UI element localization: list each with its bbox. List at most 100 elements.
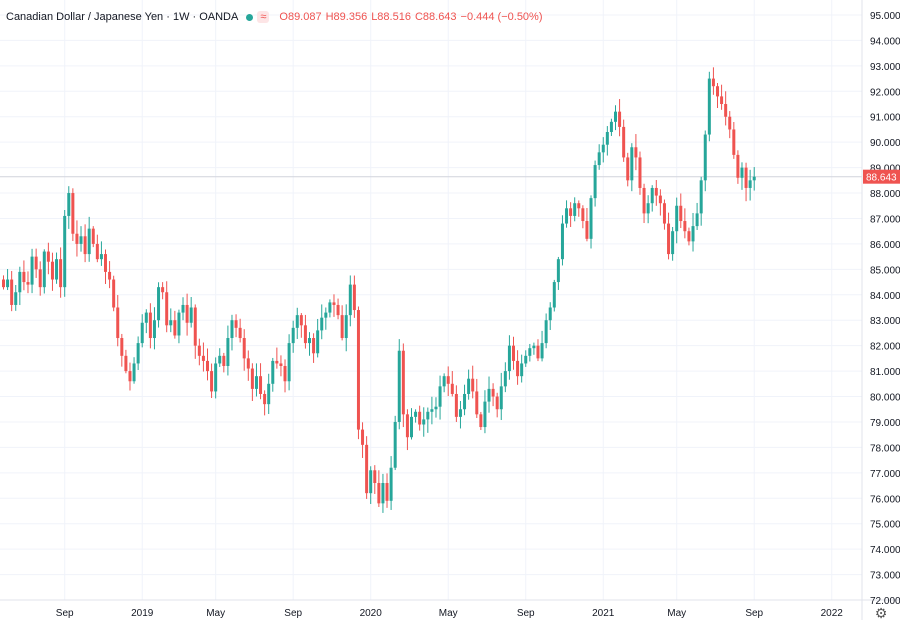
candle[interactable] [463,384,467,416]
candle[interactable] [532,342,536,355]
candle[interactable] [263,390,267,416]
candle[interactable] [401,343,405,428]
candle[interactable] [63,209,67,297]
candle[interactable] [148,303,152,349]
candle[interactable] [454,385,458,422]
candle[interactable] [491,383,495,407]
candle[interactable] [740,162,744,190]
approx-badge[interactable]: ≈ [257,11,270,23]
candle[interactable] [112,275,116,312]
candle[interactable] [450,371,454,397]
candle[interactable] [144,309,148,334]
candle[interactable] [173,310,177,339]
candle[interactable] [185,293,189,336]
candle[interactable] [675,197,679,244]
candle[interactable] [552,279,556,312]
candle[interactable] [340,305,344,341]
candle[interactable] [609,118,613,136]
candle[interactable] [238,318,242,343]
candle[interactable] [548,302,552,330]
candle[interactable] [2,275,5,290]
candle[interactable] [597,144,601,170]
candle[interactable] [601,137,605,163]
candle[interactable] [22,260,26,291]
candle[interactable] [405,409,409,451]
candle[interactable] [59,247,63,298]
candle[interactable] [622,119,626,162]
candle[interactable] [303,314,307,349]
candle[interactable] [614,105,617,131]
candle[interactable] [136,336,140,370]
candle[interactable] [618,99,622,137]
candle[interactable] [177,309,181,344]
candle[interactable] [104,249,107,284]
candles[interactable] [2,67,756,513]
candle[interactable] [99,241,103,266]
candle[interactable] [556,256,560,290]
candle[interactable] [14,284,18,311]
candle[interactable] [116,295,120,347]
candle[interactable] [524,350,528,367]
candle[interactable] [369,466,373,504]
candle[interactable] [230,314,234,351]
candle[interactable] [716,82,719,108]
candle[interactable] [381,473,385,513]
candle[interactable] [79,226,83,252]
candle[interactable] [6,269,10,291]
candle[interactable] [336,298,340,320]
candle[interactable] [201,342,205,372]
candle[interactable] [83,224,87,263]
candle[interactable] [711,67,715,95]
candle[interactable] [528,343,532,362]
candle[interactable] [479,411,483,430]
candle[interactable] [18,266,22,306]
candle[interactable] [483,390,487,434]
candle[interactable] [471,365,475,399]
candle[interactable] [34,248,38,278]
candle[interactable] [589,195,593,249]
candle[interactable] [720,84,724,110]
candle[interactable] [71,188,75,241]
candle[interactable] [662,199,666,230]
candle[interactable] [658,189,662,216]
candle[interactable] [132,357,136,384]
candle[interactable] [634,134,638,171]
candle[interactable] [520,354,524,383]
gear-icon[interactable]: ⚙ [874,605,888,621]
candle[interactable] [30,248,34,294]
candle[interactable] [226,325,230,376]
candle[interactable] [581,205,585,229]
candle[interactable] [283,359,287,393]
candle[interactable] [299,313,303,338]
candle[interactable] [438,375,442,420]
candle[interactable] [732,121,736,159]
candle[interactable] [206,348,209,381]
candle[interactable] [646,195,650,224]
candle[interactable] [446,366,450,397]
candle[interactable] [569,202,573,227]
candle[interactable] [536,339,540,362]
candle[interactable] [422,407,426,437]
price-axis[interactable]: 72.000 73.000 74.000 75.000 76.000 77.000 78.0… [870,11,900,607]
candle[interactable] [210,363,214,399]
candle[interactable] [642,183,646,224]
candle[interactable] [348,275,352,327]
candle[interactable] [475,378,479,419]
candle[interactable] [250,363,254,402]
candle[interactable] [385,473,389,508]
candle[interactable] [275,347,279,369]
candle[interactable] [458,401,462,429]
candle[interactable] [728,111,732,139]
candle[interactable] [189,297,193,328]
candle[interactable] [365,436,369,499]
candle[interactable] [410,408,413,440]
candle[interactable] [271,357,275,392]
candle[interactable] [540,330,544,362]
candle[interactable] [67,186,71,229]
candle[interactable] [287,334,291,391]
candle[interactable] [152,307,156,350]
candle[interactable] [120,333,124,367]
candle[interactable] [414,409,418,423]
candle[interactable] [356,306,360,440]
candle[interactable] [324,307,328,330]
